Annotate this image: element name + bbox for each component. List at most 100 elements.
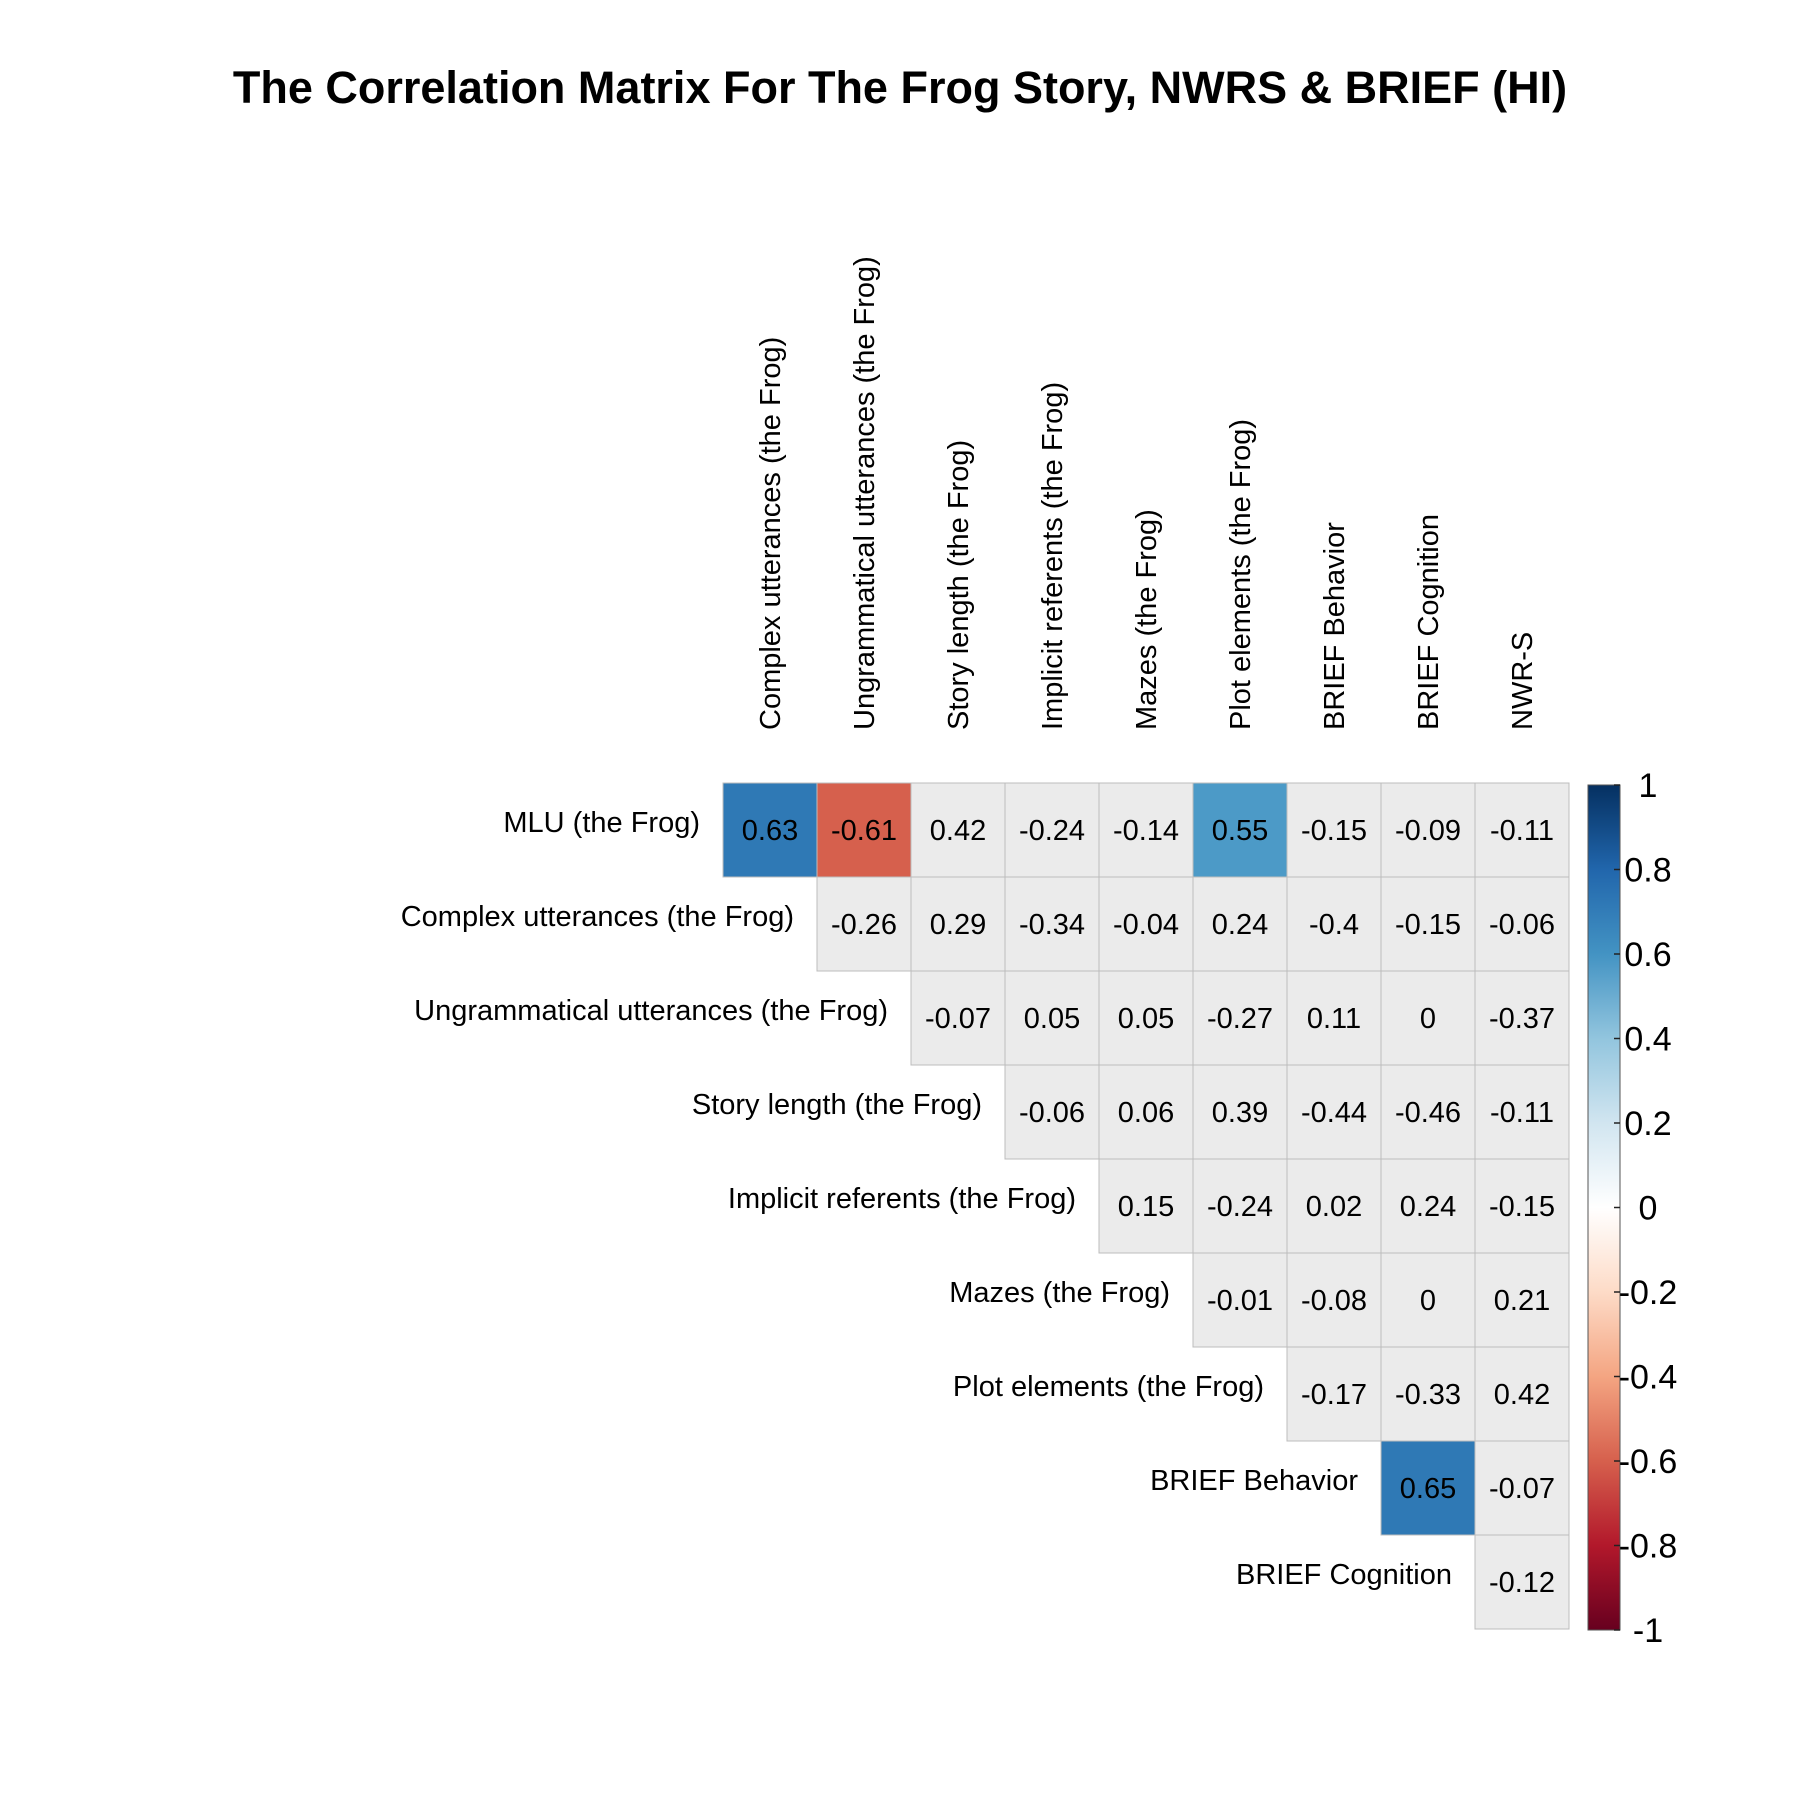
colorbar: 1 0.8 0.6 0.4 0.2 0 -0.2 -0.4 -0.6 -0.8 -1 (1587, 767, 1677, 1650)
heatmap-cell (1380, 1158, 1476, 1254)
column-label-ungrammatical-utterances-the-frog: Ungrammatical utterances (the Frog) (849, 256, 881, 730)
heatmap-cell (1474, 970, 1570, 1066)
cell-value-label: -0.04 (1113, 909, 1179, 941)
column-label-implicit-referents-the-frog: Implicit referents (the Frog) (1037, 382, 1069, 730)
cell-value-label: -0.4 (1309, 909, 1359, 941)
column-label-story-length-the-frog: Story length (the Frog) (943, 440, 975, 730)
row-label-mlu-the-frog: MLU (the Frog) (503, 807, 700, 839)
chart-title: The Correlation Matrix For The Frog Stor… (232, 62, 1568, 113)
column-label-complex-utterances-the-frog: Complex utterances (the Frog) (755, 337, 787, 730)
cell-value-label: -0.07 (925, 1003, 991, 1035)
heatmap-cell (1004, 782, 1100, 878)
heatmap-cell (1380, 1064, 1476, 1160)
row-label-brief-behavior: BRIEF Behavior (1150, 1465, 1358, 1497)
heatmap-cell (1192, 1064, 1288, 1160)
heatmap-cell (1474, 1064, 1570, 1160)
heatmap-cell (910, 876, 1006, 972)
heatmap-cell (1098, 876, 1194, 972)
heatmap-cell (1474, 1158, 1570, 1254)
cell-value-label: -0.26 (831, 909, 897, 941)
column-label-plot-elements-the-frog: Plot elements (the Frog) (1225, 419, 1257, 730)
colorbar-ticks: 1 0.8 0.6 0.4 0.2 0 -0.2 -0.4 -0.6 -0.8 -1 (1614, 767, 1677, 1650)
heatmap-cell (1192, 1158, 1288, 1254)
cell-value-label: 0.06 (1118, 1097, 1174, 1129)
cell-value-label: 0 (1420, 1285, 1436, 1317)
colorbar-tick-label: -0.4 (1619, 1359, 1678, 1397)
row-label-ungrammatical-utterances-the-frog: Ungrammatical utterances (the Frog) (414, 995, 888, 1027)
cell-value-label: 0.24 (1400, 1191, 1456, 1223)
cell-value-label: -0.11 (1490, 1097, 1554, 1129)
heatmap-cell (1474, 782, 1570, 878)
heatmap-cell (1286, 1064, 1382, 1160)
heatmap-cell (1098, 970, 1194, 1066)
heatmap-cell (1474, 1252, 1570, 1348)
heatmap-cell (1004, 876, 1100, 972)
row-label-complex-utterances-the-frog: Complex utterances (the Frog) (401, 901, 794, 933)
cell-value-label: 0.42 (1494, 1379, 1550, 1411)
row-label-mazes-the-frog: Mazes (the Frog) (949, 1277, 1170, 1309)
cell-value-label: -0.14 (1113, 815, 1179, 847)
heatmap-cell (1286, 876, 1382, 972)
heatmap-cell (1004, 1064, 1100, 1160)
cell-value-label: -0.34 (1019, 909, 1085, 941)
colorbar-tick-label: -0.2 (1619, 1274, 1678, 1312)
colorbar-tick-label: -1 (1633, 1612, 1663, 1650)
column-label-nwr-s: NWR-S (1507, 632, 1539, 730)
column-label-brief-cognition: BRIEF Cognition (1413, 514, 1445, 730)
cell-value-label: -0.11 (1490, 815, 1554, 847)
row-label-brief-cognition: BRIEF Cognition (1236, 1559, 1452, 1591)
row-label-story-length-the-frog: Story length (the Frog) (692, 1089, 982, 1121)
heatmap-cell (816, 782, 912, 878)
cell-value-label: -0.37 (1489, 1003, 1555, 1035)
row-label-implicit-referents-the-frog: Implicit referents (the Frog) (728, 1183, 1076, 1215)
column-label-mazes-the-frog: Mazes (the Frog) (1131, 509, 1163, 730)
cell-value-label: 0.39 (1212, 1097, 1268, 1129)
column-label-brief-behavior: BRIEF Behavior (1319, 522, 1351, 730)
row-labels: MLU (the Frog) Complex utterances (the Fr… (401, 807, 1452, 1591)
cell-value-label: -0.15 (1489, 1191, 1555, 1223)
cell-value-label: 0.55 (1212, 815, 1268, 847)
heatmap-cell (1474, 1346, 1570, 1442)
cell-value-label: 0.05 (1024, 1003, 1080, 1035)
cell-value-label: -0.06 (1019, 1097, 1085, 1129)
colorbar-tick-label: 0.8 (1624, 852, 1671, 890)
cell-value-label: -0.24 (1019, 815, 1085, 847)
cell-value-label: -0.15 (1395, 909, 1461, 941)
heatmap-cell (1474, 1534, 1570, 1630)
cell-value-label: -0.12 (1489, 1567, 1555, 1599)
cell-value-label: -0.08 (1301, 1285, 1367, 1317)
heatmap-cell (1380, 1346, 1476, 1442)
heatmap-cell (1474, 876, 1570, 972)
cell-value-label: 0.21 (1494, 1285, 1550, 1317)
heatmap-cell (910, 970, 1006, 1066)
heatmap-cell (1098, 782, 1194, 878)
colorbar-tick-label: 1 (1639, 767, 1658, 805)
cell-value-label: 0.15 (1118, 1191, 1174, 1223)
cell-value-label: 0.29 (930, 909, 986, 941)
cell-value-label: 0.05 (1118, 1003, 1174, 1035)
colorbar-tick-label: -0.8 (1619, 1528, 1678, 1566)
heatmap-cell (1474, 1440, 1570, 1536)
heatmap-cells: 0.63 -0.61 0.42 -0.24 -0.14 0.55 -0.15 -0.09 -0.… (722, 782, 1570, 1630)
heatmap-cell (1286, 782, 1382, 878)
cell-value-label: -0.27 (1207, 1003, 1273, 1035)
colorbar-tick-label: -0.6 (1619, 1443, 1678, 1481)
heatmap-cell (1192, 876, 1288, 972)
heatmap-cell (1380, 970, 1476, 1066)
heatmap-cell (1004, 970, 1100, 1066)
cell-value-label: 0.24 (1212, 909, 1268, 941)
cell-value-label: 0.42 (930, 815, 986, 847)
cell-value-label: -0.24 (1207, 1191, 1273, 1223)
heatmap-cell (910, 782, 1006, 878)
cell-value-label: 0.63 (742, 815, 798, 847)
cell-value-label: -0.61 (831, 815, 897, 847)
cell-value-label: -0.33 (1395, 1379, 1461, 1411)
colorbar-tick-label: 0 (1639, 1190, 1658, 1228)
cell-value-label: -0.15 (1301, 815, 1367, 847)
cell-value-label: -0.01 (1207, 1285, 1273, 1317)
heatmap-cell (1192, 970, 1288, 1066)
colorbar-tick-label: 0.6 (1624, 936, 1671, 974)
heatmap-cell (1380, 782, 1476, 878)
cell-value-label: -0.09 (1395, 815, 1461, 847)
colorbar-tick-label: 0.4 (1624, 1021, 1671, 1059)
